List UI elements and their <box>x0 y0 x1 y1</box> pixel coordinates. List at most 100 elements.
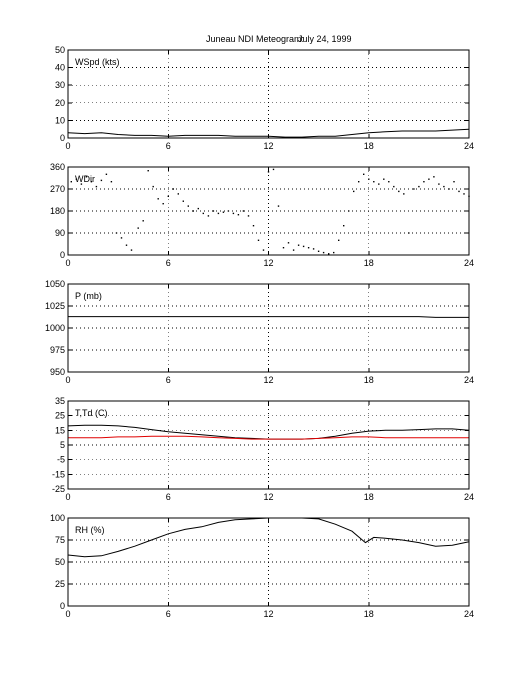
scatter-point <box>433 176 435 178</box>
scatter-point <box>237 214 240 216</box>
scatter-point <box>120 237 123 239</box>
x-tick-label: 18 <box>364 492 374 502</box>
scatter-point <box>257 239 260 241</box>
y-tick-label: 1050 <box>45 279 65 289</box>
scatter-point <box>343 225 345 227</box>
y-tick-label: 180 <box>50 206 65 216</box>
scatter-point <box>307 247 310 249</box>
scatter-point <box>282 247 285 249</box>
scatter-point <box>125 244 128 246</box>
scatter-point <box>453 181 455 183</box>
y-tick-label: 0 <box>60 250 65 260</box>
scatter-point <box>383 178 385 180</box>
y-tick-label: 35 <box>55 396 65 406</box>
scatter-point <box>448 188 450 190</box>
scatter-point <box>157 198 159 200</box>
scatter-point <box>373 181 375 183</box>
x-tick-label: 0 <box>65 141 70 151</box>
y-tick-label: 270 <box>50 184 65 194</box>
scatter-point <box>177 193 179 195</box>
scatter-point <box>398 190 400 193</box>
x-tick-label: 12 <box>263 609 273 619</box>
scatter-point <box>142 220 144 222</box>
y-tick-label: -15 <box>52 469 65 479</box>
scatter-point <box>272 168 275 171</box>
y-tick-label: 975 <box>50 345 65 355</box>
scatter-point <box>418 185 420 188</box>
x-tick-label: 12 <box>263 492 273 502</box>
scatter-point <box>182 200 184 202</box>
scatter-point <box>388 181 390 183</box>
scatter-point <box>287 242 290 244</box>
scatter-point <box>262 249 265 251</box>
x-tick-label: 12 <box>263 375 273 385</box>
scatter-point <box>338 239 340 241</box>
chart-title-station: Juneau NDI Meteogram: <box>206 34 304 44</box>
y-tick-label: 90 <box>55 228 65 238</box>
scatter-point <box>302 245 305 248</box>
y-tick-label: 50 <box>55 557 65 567</box>
scatter-point <box>110 181 113 183</box>
y-tick-label: 30 <box>55 80 65 90</box>
scatter-point <box>217 212 220 215</box>
x-tick-label: 24 <box>464 375 474 385</box>
scatter-point <box>242 210 245 212</box>
y-tick-label: 1000 <box>45 323 65 333</box>
scatter-point <box>75 178 78 180</box>
scatter-point <box>130 249 133 251</box>
y-tick-label: 10 <box>55 115 65 125</box>
scatter-point <box>167 195 169 197</box>
y-tick-label: 75 <box>55 535 65 545</box>
series-line-1 <box>68 316 469 318</box>
scatter-point <box>403 193 405 195</box>
panel-4: 0 6 12 18 24 -25 -15 -5 5 15 25 35 T,Td (C) <box>52 396 474 502</box>
scatter-point <box>428 178 430 180</box>
chart-title-date: July 24, 1999 <box>298 34 352 44</box>
y-tick-label: 950 <box>50 367 65 377</box>
x-tick-label: 18 <box>364 141 374 151</box>
panel-1: 0 6 12 18 24 0 10 20 30 40 50 WSpd (kts) <box>55 45 474 151</box>
x-tick-label: 18 <box>364 258 374 268</box>
x-tick-label: 6 <box>166 609 171 619</box>
scatter-point <box>423 181 425 183</box>
scatter-point <box>348 210 350 212</box>
y-tick-label: 0 <box>60 133 65 143</box>
scatter-point <box>202 212 204 215</box>
x-tick-label: 0 <box>65 492 70 502</box>
y-tick-label: 360 <box>50 162 65 172</box>
scatter-point <box>105 173 108 175</box>
x-tick-label: 24 <box>464 141 474 151</box>
scatter-point <box>277 205 280 207</box>
scatter-point <box>70 181 72 183</box>
scatter-point <box>408 232 410 234</box>
scatter-point <box>413 188 415 190</box>
scatter-point <box>222 211 225 213</box>
scatter-point <box>443 185 445 188</box>
panel-5: 0 6 12 18 24 0 25 50 75 100 RH (%) <box>50 513 474 619</box>
y-tick-label: 40 <box>55 63 65 73</box>
scatter-point <box>192 210 194 212</box>
scatter-point <box>187 205 189 207</box>
scatter-point <box>368 178 370 180</box>
y-tick-label: 15 <box>55 425 65 435</box>
scatter-point <box>252 225 255 227</box>
scatter-point <box>267 171 270 173</box>
x-tick-label: 18 <box>364 609 374 619</box>
y-tick-label: 25 <box>55 579 65 589</box>
scatter-point <box>463 193 465 195</box>
x-tick-label: 0 <box>65 258 70 268</box>
scatter-point <box>378 183 380 185</box>
scatter-point <box>95 185 98 188</box>
scatter-point <box>100 179 103 182</box>
scatter-point <box>333 251 335 254</box>
x-tick-label: 6 <box>166 258 171 268</box>
panel-label: WSpd (kts) <box>75 57 120 67</box>
panel-2: 0 6 12 18 24 0 90 180 270 360 WDir <box>50 162 474 268</box>
scatter-point <box>137 227 139 229</box>
scatter-point <box>232 212 235 215</box>
scatter-point <box>292 249 295 251</box>
x-tick-label: 18 <box>364 375 374 385</box>
scatter-point <box>197 207 199 210</box>
x-tick-label: 24 <box>464 258 474 268</box>
